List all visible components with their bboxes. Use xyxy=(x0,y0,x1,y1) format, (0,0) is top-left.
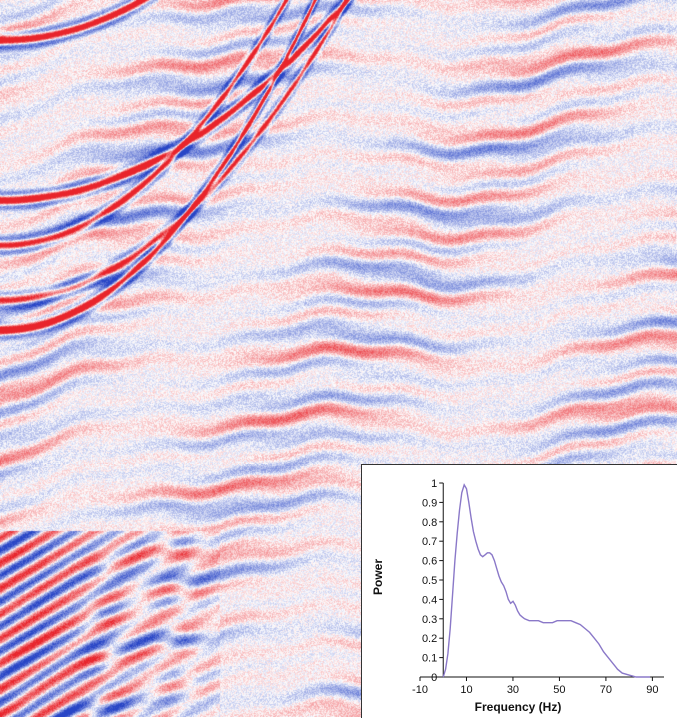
spectrum-inset-panel: 0 0.1 0.2 0.3 0.4 0.5 0.6 0.7 0.8 0.9 1 -10 10 30 50 7… xyxy=(361,464,677,718)
y-tick-label: 0.2 xyxy=(422,633,437,645)
y-tick-label: 0.4 xyxy=(422,594,437,606)
spectrum-series-line xyxy=(442,483,651,678)
y-tick-label: 0.5 xyxy=(422,575,437,587)
y-tick-label: 0.6 xyxy=(422,556,437,568)
y-tick-label: 0.7 xyxy=(422,536,437,548)
y-tick-label: 0.1 xyxy=(422,653,437,665)
x-tick-label: 50 xyxy=(553,684,565,696)
y-tick-label: 1 xyxy=(431,478,437,490)
y-axis-title: Power xyxy=(371,559,385,595)
power-spectrum-chart: 0 0.1 0.2 0.3 0.4 0.5 0.6 0.7 0.8 0.9 1 -10 10 30 50 7… xyxy=(371,478,664,714)
y-tick-label: 0 xyxy=(431,672,437,684)
chart-axes xyxy=(420,483,664,678)
x-axis-ticks: -10 10 30 50 70 90 xyxy=(412,677,659,696)
x-tick-label: 90 xyxy=(646,684,658,696)
x-tick-label: -10 xyxy=(412,684,428,696)
y-axis-ticks: 0 0.1 0.2 0.3 0.4 0.5 0.6 0.7 0.8 0.9 1 xyxy=(422,478,444,684)
y-tick-label: 0.9 xyxy=(422,497,437,509)
y-tick-label: 0.8 xyxy=(422,517,437,529)
x-axis-title: Frequency (Hz) xyxy=(475,700,562,714)
y-tick-label: 0.3 xyxy=(422,614,437,626)
x-tick-label: 10 xyxy=(460,684,472,696)
x-tick-label: 30 xyxy=(507,684,519,696)
x-tick-label: 70 xyxy=(600,684,612,696)
